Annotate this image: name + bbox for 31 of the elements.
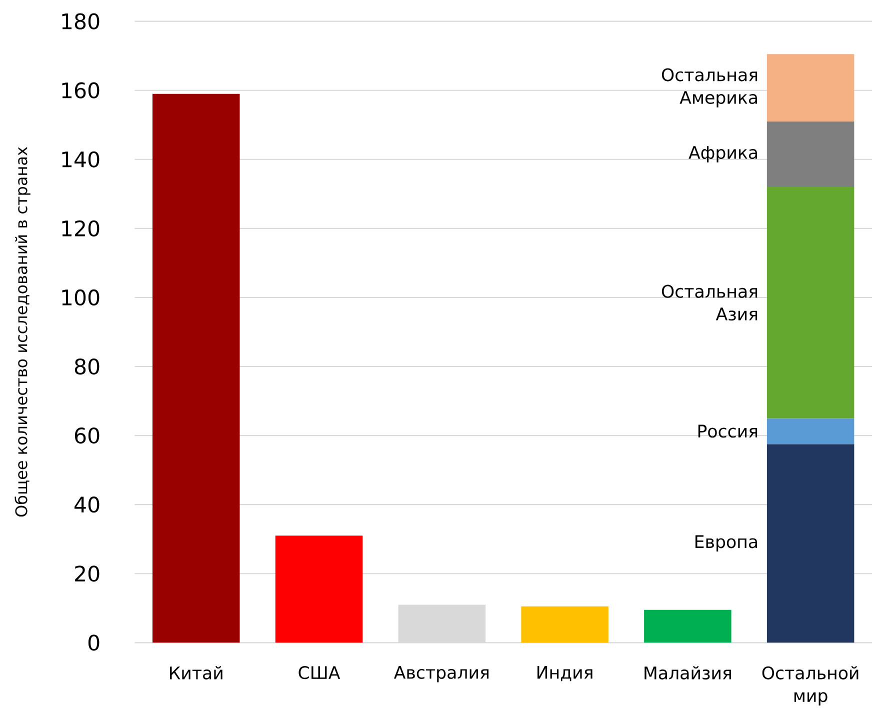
bar [766,444,854,643]
y-tick-label: 180 [62,13,100,30]
y-tick-label: 60 [74,427,100,444]
bar [152,94,240,643]
x-tick-label: США [298,666,340,680]
series-label: Остальная Америка [662,68,758,108]
series-label: Европа [696,535,757,552]
bar [521,606,608,643]
y-tick-label: 120 [62,220,100,236]
series-label: Россия [698,424,758,438]
y-tick-label: 160 [62,82,100,98]
y-axis-title: Общее количество исследований в странах [14,147,30,517]
x-tick-label: Малайзия [644,666,731,680]
bar [766,121,854,188]
x-tick-label: Китай [170,666,222,680]
series-label: Африка [688,146,757,162]
series-label: Остальная Азия [662,284,758,321]
bar [766,54,854,122]
bar [644,610,732,643]
y-tick-label: 0 [88,634,100,651]
x-tick-label: Австралия [394,666,488,682]
y-tick-label: 80 [74,358,100,375]
x-tick-label: Индия [537,666,592,682]
y-tick-label: 140 [62,151,100,168]
y-tick-label: 20 [75,566,100,582]
x-tick-label: Остальной мир [762,666,858,706]
bar [275,536,363,643]
y-tick-label: 100 [62,289,100,306]
bar [766,187,854,418]
y-tick-label: 40 [74,496,100,513]
bar [766,418,854,444]
